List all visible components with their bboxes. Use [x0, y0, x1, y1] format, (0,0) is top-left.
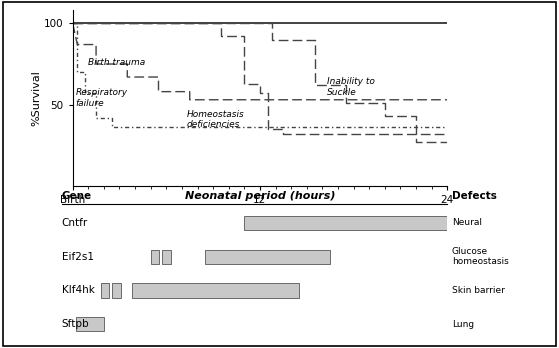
Text: Skin barrier: Skin barrier — [452, 286, 505, 295]
Bar — [163, 250, 171, 264]
Bar — [244, 216, 447, 230]
Bar — [112, 283, 121, 298]
Text: Neural: Neural — [452, 219, 482, 228]
Bar — [101, 283, 110, 298]
Bar — [151, 250, 159, 264]
Y-axis label: %Survival: %Survival — [31, 70, 41, 126]
Text: Lung: Lung — [452, 320, 474, 329]
Text: Eif2s1: Eif2s1 — [61, 252, 94, 262]
Bar — [205, 250, 330, 264]
Text: Sftpb: Sftpb — [61, 319, 89, 329]
Text: Gene: Gene — [61, 191, 92, 201]
Text: Cntfr: Cntfr — [61, 218, 88, 228]
Text: Defects: Defects — [452, 191, 497, 201]
Text: Respiratory
failure: Respiratory failure — [76, 88, 128, 108]
Text: Birth trauma: Birth trauma — [88, 57, 145, 66]
Text: Klf4hk: Klf4hk — [61, 285, 94, 295]
Text: Glucose
homeostasis: Glucose homeostasis — [452, 247, 509, 267]
Text: Homeostasis
deficiencies: Homeostasis deficiencies — [187, 110, 244, 129]
Text: Inability to
Suckle: Inability to Suckle — [327, 77, 375, 97]
Bar — [76, 317, 104, 331]
Bar — [132, 283, 299, 298]
Text: Neonatal period (hours): Neonatal period (hours) — [184, 191, 335, 201]
